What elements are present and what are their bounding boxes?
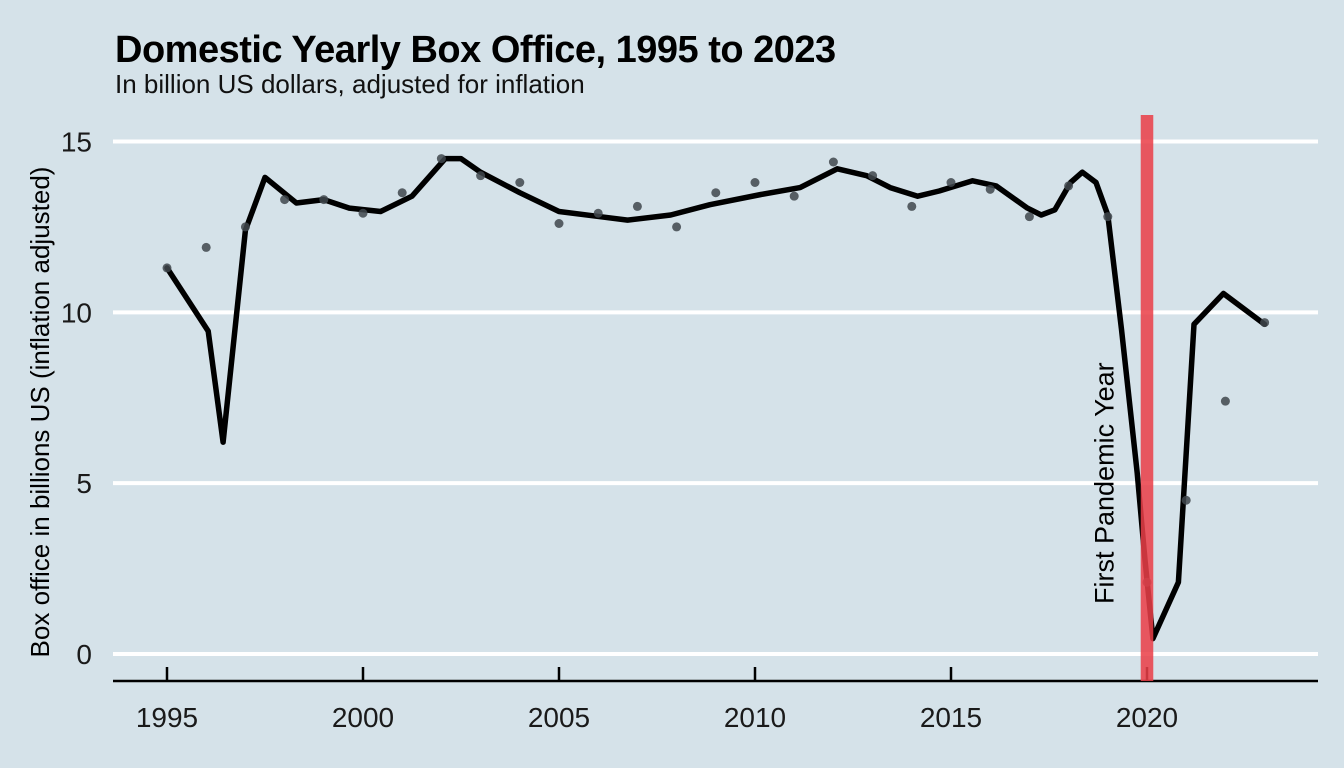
x-tick-label-2020: 2020 [1116, 702, 1178, 733]
pandemic-band-annotation: First Pandemic Year [1089, 362, 1119, 604]
data-point-dot-2009 [711, 188, 721, 198]
data-point-dot-2014 [907, 201, 917, 211]
y-tick-label-10: 10 [61, 297, 92, 328]
x-tick-label-2015: 2015 [920, 702, 982, 733]
data-point-dot-2022 [1220, 396, 1230, 406]
data-point-dot-2017 [1024, 212, 1034, 222]
data-point-dot-2011 [789, 191, 799, 201]
data-point-dot-2007 [632, 201, 642, 211]
data-point-dot-1999 [319, 195, 329, 205]
y-tick-label-0: 0 [76, 639, 92, 670]
data-point-dot-2012 [828, 157, 838, 167]
data-point-dot-2000 [358, 208, 368, 218]
data-point-dot-2004 [515, 177, 525, 187]
chart-subtitle: In billion US dollars, adjusted for infl… [115, 69, 585, 99]
x-tick-label-2000: 2000 [332, 702, 394, 733]
data-point-dot-1997 [240, 222, 250, 232]
data-point-dot-2015 [946, 177, 956, 187]
y-tick-label-5: 5 [76, 468, 92, 499]
data-point-dot-2023 [1260, 318, 1270, 328]
x-tick-label-1995: 1995 [136, 702, 198, 733]
data-point-dot-2010 [750, 177, 760, 187]
trend-line [164, 155, 1268, 642]
x-tick-label-2005: 2005 [528, 702, 590, 733]
data-point-dot-2005 [554, 218, 564, 228]
data-point-dot-2008 [672, 222, 682, 232]
data-point-dot-1995 [162, 263, 172, 273]
x-tick-label-2010: 2010 [724, 702, 786, 733]
data-point-dot-1998 [280, 195, 290, 205]
data-point-dot-2006 [593, 208, 603, 218]
data-point-dot-2013 [868, 171, 878, 181]
data-point-dot-2001 [397, 188, 407, 198]
data-point-dot-1996 [201, 242, 211, 252]
data-point-dot-2021 [1181, 495, 1191, 505]
data-point-dot-2003 [476, 171, 486, 181]
data-point-dot-2002 [436, 154, 446, 164]
data-point-dot-2018 [1064, 181, 1074, 191]
chart-title: Domestic Yearly Box Office, 1995 to 2023 [115, 29, 836, 71]
data-point-dot-2016 [985, 184, 995, 194]
y-tick-label-15: 15 [61, 126, 92, 157]
y-axis-title: Box office in billions US (inflation adj… [25, 167, 55, 658]
data-point-dot-2019 [1103, 212, 1113, 222]
pandemic-year-band [1140, 115, 1154, 681]
